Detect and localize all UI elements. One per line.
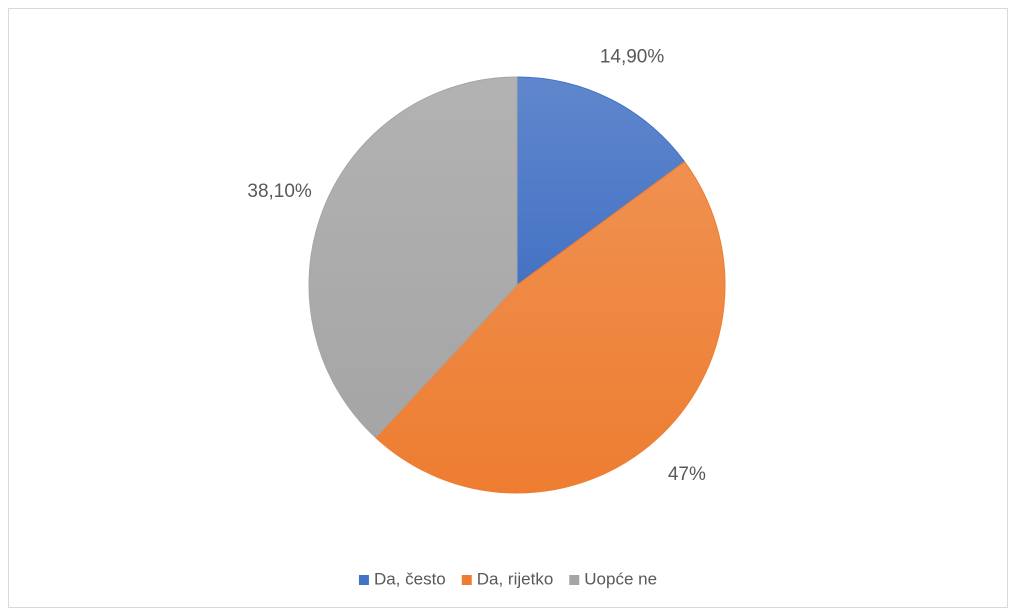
- legend-label: Da, rijetko: [477, 569, 554, 588]
- legend-swatch: [569, 575, 580, 585]
- legend-swatch: [461, 575, 472, 585]
- legend-label: Uopće ne: [584, 569, 657, 588]
- legend-swatch: [358, 575, 369, 585]
- data-label: 14,90%: [600, 46, 665, 67]
- pie-slice: [516, 76, 686, 286]
- pie-slice: [308, 76, 518, 439]
- pie-slice: [374, 160, 726, 494]
- data-label: 38,10%: [247, 181, 312, 202]
- legend-label: Da, često: [374, 569, 446, 588]
- data-label: 47%: [668, 464, 706, 485]
